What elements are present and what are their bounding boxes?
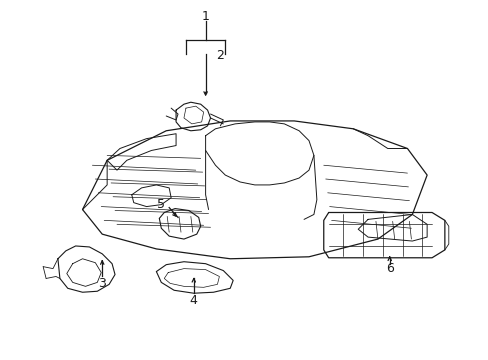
Text: 2: 2 xyxy=(216,49,224,62)
Text: 6: 6 xyxy=(385,262,393,275)
Text: 5: 5 xyxy=(157,198,165,211)
Text: 3: 3 xyxy=(98,277,106,290)
Text: 4: 4 xyxy=(189,294,197,307)
Text: 1: 1 xyxy=(201,10,209,23)
